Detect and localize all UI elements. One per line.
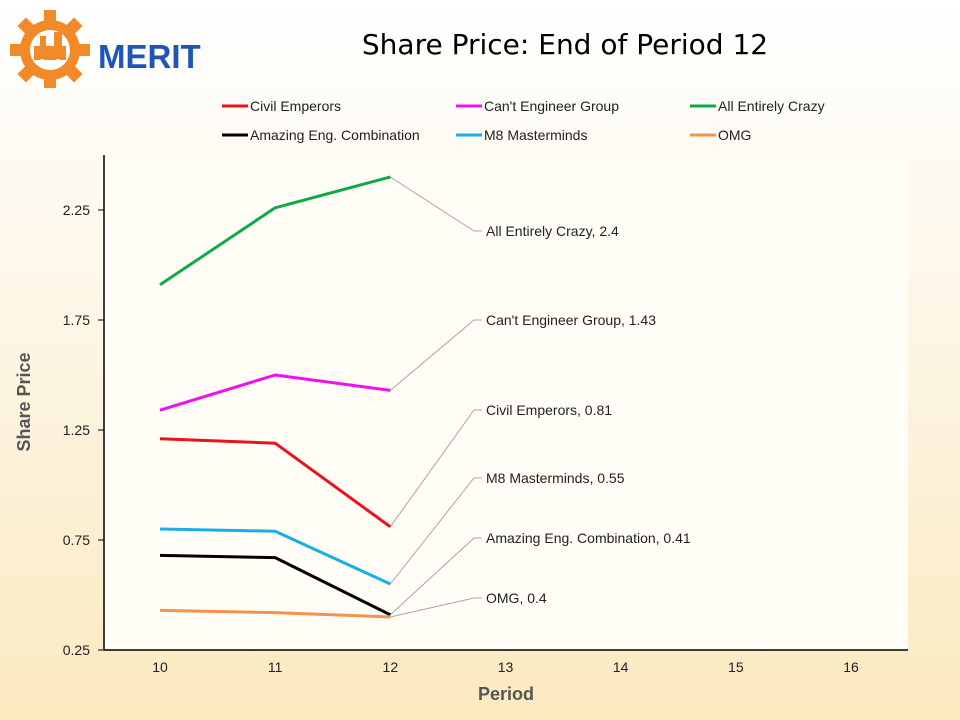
legend-entry: Amazing Eng. Combination — [250, 127, 420, 143]
legend-entry: OMG — [718, 127, 751, 143]
legend-entry: Civil Emperors — [250, 98, 341, 114]
data-label: OMG, 0.4 — [486, 590, 547, 606]
y-tick-label: 1.75 — [63, 312, 90, 328]
legend-entry: All Entirely Crazy — [718, 98, 825, 114]
data-label: M8 Masterminds, 0.55 — [486, 470, 625, 486]
axes — [103, 155, 908, 651]
series-line — [159, 175, 391, 287]
legend-entry: M8 Masterminds — [484, 127, 587, 143]
y-axis-title: Share Price — [14, 352, 34, 451]
legend: Civil Emperors Can't Engineer Group All En… — [222, 98, 825, 143]
x-axis-title: Period — [478, 684, 534, 704]
data-label: Amazing Eng. Combination, 0.41 — [486, 530, 691, 546]
legend-entry: Can't Engineer Group — [484, 98, 619, 114]
gear-icon — [10, 10, 90, 90]
plot-area — [104, 155, 908, 650]
merit-logo: MERIT — [10, 8, 201, 90]
y-tick-label: 2.25 — [63, 202, 90, 218]
x-tick-label: 12 — [383, 659, 399, 675]
x-tick-label: 11 — [268, 659, 283, 675]
series-line — [159, 608, 391, 619]
leader-line — [389, 477, 482, 585]
annotations: All Entirely Crazy, 2.4 Can't Engineer Gr… — [486, 223, 691, 606]
y-tick-label: 1.25 — [63, 422, 90, 438]
leader-line — [390, 176, 482, 232]
data-label: Can't Engineer Group, 1.43 — [486, 312, 656, 328]
chart-title: Share Price: End of Period 12 — [361, 28, 769, 61]
series-line — [159, 373, 391, 412]
data-label: Civil Emperors, 0.81 — [486, 402, 612, 418]
annotation-leaders — [389, 176, 482, 618]
x-tick-labels: 10 11 12 13 14 15 16 — [152, 659, 859, 675]
leader-line — [390, 319, 482, 391]
x-tick-label: 14 — [613, 659, 629, 675]
x-tick-label: 15 — [728, 659, 744, 675]
x-tick-label: 16 — [843, 659, 859, 675]
y-tick-labels: 0.25 0.75 1.25 1.75 2.25 — [63, 202, 104, 658]
logo-text: MERIT — [98, 38, 201, 75]
series-line — [159, 437, 392, 529]
y-tick-label: 0.75 — [63, 532, 90, 548]
series-line — [159, 553, 392, 617]
series-lines — [159, 175, 392, 619]
leader-line — [390, 597, 482, 618]
leader-line — [389, 537, 482, 616]
x-tick-label: 10 — [152, 659, 168, 675]
x-tick-label: 13 — [498, 659, 514, 675]
y-tick-label: 0.25 — [63, 642, 90, 658]
leader-line — [389, 409, 482, 528]
series-line — [159, 527, 391, 586]
data-label: All Entirely Crazy, 2.4 — [486, 223, 619, 239]
